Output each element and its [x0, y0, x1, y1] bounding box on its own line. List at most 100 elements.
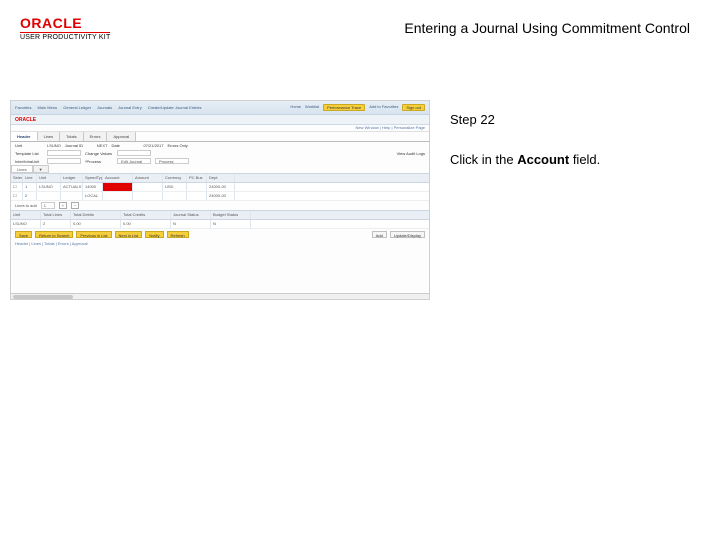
ss-button: Add — [372, 231, 387, 238]
ss-form-row: Template List Change Values View Audit L… — [11, 149, 429, 157]
ss-bottom-tabs: Header | Lines | Totals | Errors | Appro… — [11, 240, 429, 247]
ss-col: Line — [23, 174, 37, 182]
ss-cell — [61, 192, 83, 200]
ss-grid-row: ☐ 2 LOCAL 24000-00 — [11, 192, 429, 201]
oracle-upk-logo: ORACLE USER PRODUCTIVITY KIT — [20, 15, 110, 41]
ss-grid-header: Select Line Unit Ledger SpeedType Accoun… — [11, 173, 429, 183]
ss-subtab: Lines — [11, 165, 33, 173]
oracle-logo-text: ORACLE — [20, 15, 110, 31]
ss-totals-row: LSUNO 2 0.00 0.00 N N — [11, 220, 429, 229]
ss-cell: LSUNO — [11, 220, 41, 228]
ss-cell — [103, 192, 133, 200]
ss-cell: ☐ — [11, 183, 23, 191]
ss-crumb-item: General Ledger — [63, 105, 91, 110]
ss-cell: ☐ — [11, 192, 23, 200]
ss-col: Unit — [11, 211, 41, 219]
ss-cell: 1 — [23, 183, 37, 191]
ss-tab: Header — [11, 132, 38, 141]
ss-label: Errors Only — [167, 143, 195, 148]
instruction-post: field. — [569, 152, 600, 167]
ss-col: SpeedType — [83, 174, 103, 182]
ss-col: Unit — [37, 174, 61, 182]
ss-link: Home — [290, 104, 301, 111]
ss-breadcrumb-bar: Favorites Main Menu General Ledger Journ… — [11, 101, 429, 115]
ss-col: Ledger — [61, 174, 83, 182]
ss-form-row: Unit LSUNO Journal ID NEXT Date 07/21/20… — [11, 142, 429, 149]
ss-button: Return to Search — [35, 231, 73, 238]
ss-col: Total Debits — [71, 211, 121, 219]
ss-cell — [37, 192, 61, 200]
ss-input: Edit Journal — [117, 158, 151, 164]
ss-tab: Approval — [107, 132, 136, 141]
ss-totals-header: Unit Total Lines Total Debits Total Cred… — [11, 210, 429, 220]
ss-cell: 24000-00 — [207, 192, 235, 200]
ss-input — [47, 158, 81, 164]
ss-toolbar: Save Return to Search Previous in List N… — [11, 229, 429, 240]
ss-cell — [187, 183, 207, 191]
ss-cell — [187, 192, 207, 200]
ss-label: Unit — [15, 143, 43, 148]
ss-cell — [163, 192, 187, 200]
ss-cell: LSUNO — [37, 183, 61, 191]
ss-account-field-highlight[interactable] — [103, 183, 133, 191]
ss-button: Previous in List — [76, 231, 111, 238]
ss-label: Template List — [15, 151, 43, 156]
step-label: Step 22 — [450, 110, 700, 130]
ss-col: Amount — [133, 174, 163, 182]
ss-value: 07/21/2017 — [143, 143, 163, 148]
ss-cell: 2 — [41, 220, 71, 228]
ss-cell: 14000 — [83, 183, 103, 191]
ss-link: Performance Trace — [323, 104, 365, 111]
ss-label: Inter/IntraUnit — [15, 159, 43, 164]
ss-cell: 24000-00 — [207, 183, 235, 191]
application-screenshot: Favorites Main Menu General Ledger Journ… — [10, 100, 430, 300]
ss-label: Change Values — [85, 151, 113, 156]
ss-main-tabs: Header Lines Totals Errors Approval — [11, 132, 429, 142]
ss-oracle-brand: ORACLE — [11, 115, 429, 125]
ss-grid-tabs: Lines ▼ — [11, 165, 429, 173]
upk-subtitle: USER PRODUCTIVITY KIT — [20, 32, 110, 41]
ss-grid-row: ☐ 1 LSUNO ACTUALS 14000 USD 24000-00 — [11, 183, 429, 192]
instruction-panel: Step 22 Click in the Account field. — [450, 110, 700, 169]
ss-cell: LOCAL — [83, 192, 103, 200]
ss-crumb-item: Journal Entry — [118, 105, 142, 110]
ss-crumb-item: Create/Update Journal Entries — [148, 105, 202, 110]
ss-button: Next in List — [115, 231, 143, 238]
ss-input — [117, 150, 151, 156]
ss-input — [47, 150, 81, 156]
instruction-bold: Account — [517, 152, 569, 167]
page-title: Entering a Journal Using Commitment Cont… — [404, 20, 690, 36]
ss-label: View Audit Logs — [397, 151, 425, 156]
ss-col: Account — [103, 174, 133, 182]
ss-scrollbar — [11, 293, 429, 299]
ss-form-row: Inter/IntraUnit *Process Edit Journal Pr… — [11, 157, 429, 165]
ss-link: Add to Favorites — [369, 104, 398, 111]
ss-cell: N — [211, 220, 251, 228]
ss-input: 1 — [41, 202, 55, 209]
ss-add-icon: + — [59, 202, 67, 209]
ss-button: Process — [155, 158, 189, 164]
ss-subtab: ▼ — [33, 165, 49, 173]
ss-cell: 2 — [23, 192, 37, 200]
ss-value: LSUNO — [47, 143, 61, 148]
ss-tab: Lines — [38, 132, 61, 141]
ss-cell: ACTUALS — [61, 183, 83, 191]
ss-link: Worklist — [305, 104, 319, 111]
ss-crumb-item: Favorites — [15, 105, 31, 110]
instruction-pre: Click in the — [450, 152, 517, 167]
ss-cell: 0.00 — [71, 220, 121, 228]
ss-label: Lines to add — [15, 203, 37, 208]
ss-col: PC Bus — [187, 174, 207, 182]
ss-cell: USD — [163, 183, 187, 191]
ss-col: Select — [11, 174, 23, 182]
ss-cell: N — [171, 220, 211, 228]
ss-cell — [133, 183, 163, 191]
instruction-text: Click in the Account field. — [450, 150, 700, 170]
ss-crumb-item: Journals — [97, 105, 112, 110]
ss-col: Dept — [207, 174, 235, 182]
ss-value: NEXT — [97, 143, 108, 148]
ss-button: Save — [15, 231, 32, 238]
ss-button: Update/Display — [390, 231, 425, 238]
ss-remove-icon: − — [71, 202, 79, 209]
ss-button: Refresh — [167, 231, 189, 238]
